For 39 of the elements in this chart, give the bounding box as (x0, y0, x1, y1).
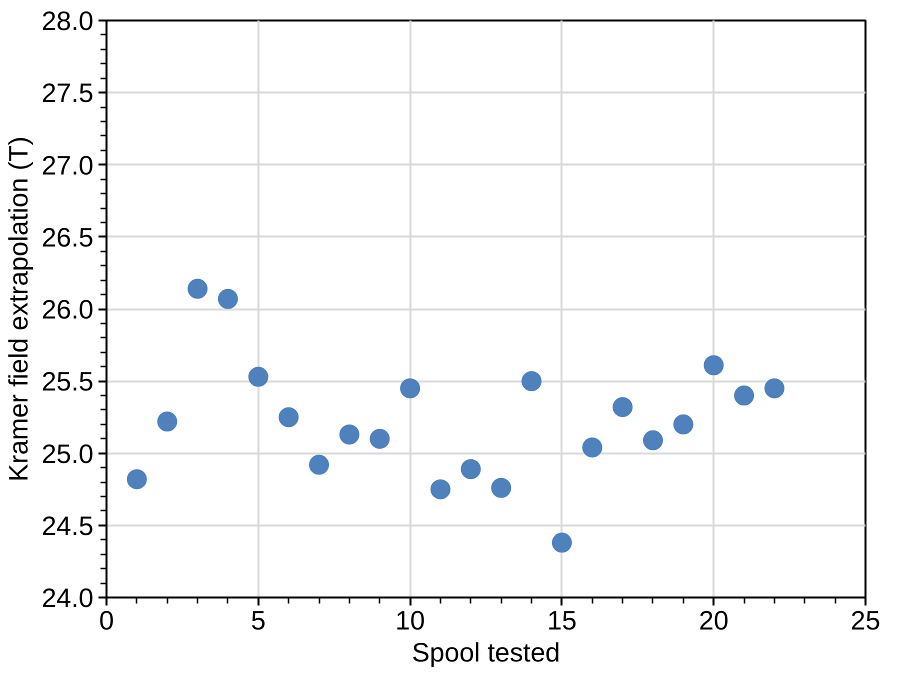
point (642, 430, 663, 450)
y-tick-label: 24.5 (42, 510, 94, 541)
y-tick-label: 27.5 (42, 78, 94, 108)
x-tick-label: 15 (547, 606, 577, 636)
point (430, 479, 450, 500)
point (339, 424, 360, 444)
point (157, 412, 178, 432)
x-tick-label: 5 (250, 606, 266, 636)
y-tick-label: 26.5 (42, 222, 94, 252)
point (248, 366, 268, 387)
point (522, 371, 542, 392)
y-axis-title: Kramer field extrapolation (T) (4, 136, 34, 482)
x-axis-title: Spool tested (412, 638, 560, 668)
point (552, 532, 572, 553)
point (400, 378, 420, 398)
point (278, 407, 299, 428)
point (460, 459, 481, 480)
point (370, 428, 390, 449)
y-tick-label: 27.0 (42, 150, 94, 180)
point (582, 438, 602, 458)
point (188, 278, 208, 299)
x-tick-label: 25 (850, 606, 880, 636)
point (704, 355, 724, 376)
y-tick-label: 28.0 (42, 6, 94, 36)
point (734, 386, 754, 406)
y-tick-label: 25.0 (42, 438, 94, 469)
point (612, 397, 633, 418)
point (673, 414, 694, 434)
y-tick-label: 24.0 (42, 583, 94, 613)
x-tick-label: 20 (698, 606, 729, 636)
point (491, 478, 512, 498)
x-tick-label: 0 (99, 606, 114, 636)
y-tick-label: 26.0 (42, 294, 94, 324)
point (764, 378, 784, 398)
x-tick-label: 10 (395, 606, 425, 636)
point (309, 454, 330, 475)
point (218, 288, 238, 309)
y-tick-label: 25.5 (42, 366, 94, 397)
point (126, 469, 147, 490)
